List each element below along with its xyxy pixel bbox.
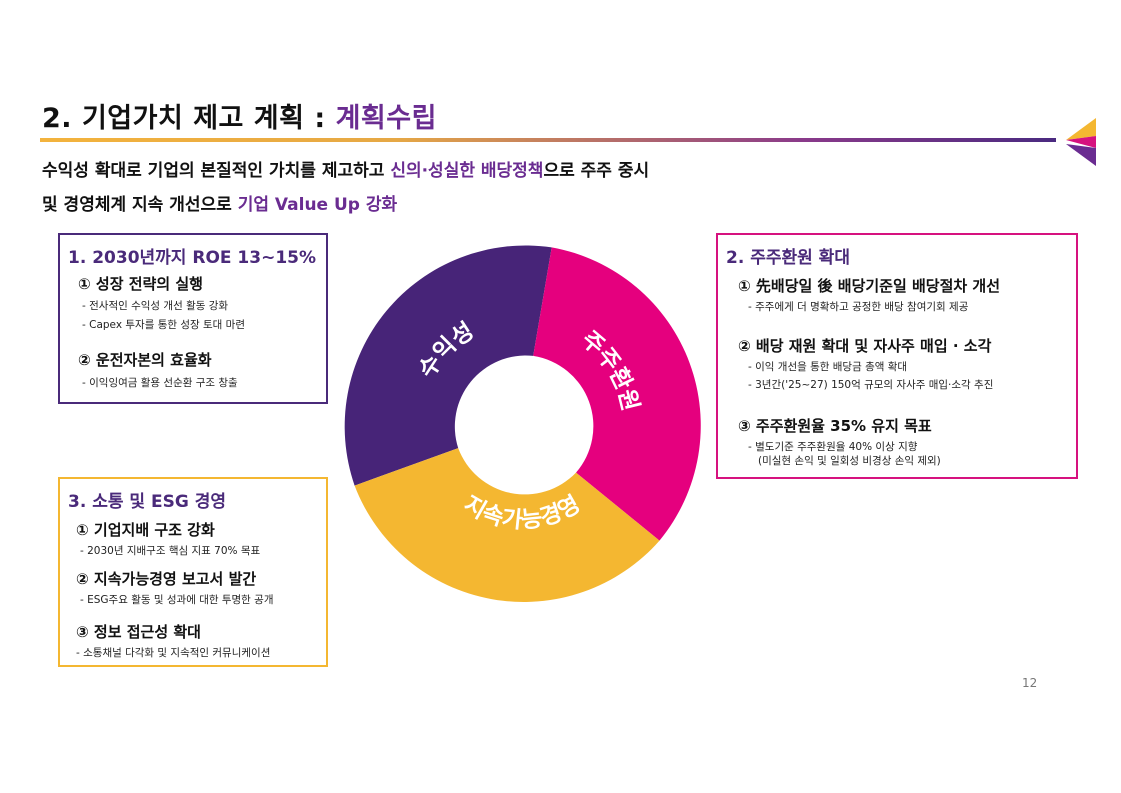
item-desc: - 이익잉여금 활용 선순환 구조 창출 — [82, 377, 238, 389]
item-desc: - 별도기준 주주환원율 40% 이상 지향 — [748, 441, 918, 453]
subtitle-highlight: 기업 Value Up 강화 — [237, 195, 398, 215]
item-title: ② 지속가능경영 보고서 발간 — [76, 570, 257, 588]
panel-heading: 1. 2030년까지 ROE 13~15% — [68, 248, 317, 268]
item-desc: (미실현 손익 및 일회성 비경상 손익 제외) — [758, 455, 941, 467]
donut-segment-profit — [344, 245, 552, 486]
item-desc: - 전사적인 수익성 개선 활동 강화 — [82, 300, 229, 312]
subtitle-line-1: 수익성 확대로 기업의 본질적인 가치를 제고하고 신의·성실한 배당정책으로 … — [42, 156, 649, 181]
item-desc: - Capex 투자를 통한 성장 토대 마련 — [82, 319, 245, 331]
item-desc: - 2030년 지배구조 핵심 지표 70% 목표 — [80, 545, 261, 557]
donut-segment-sustain — [354, 448, 660, 602]
item-title: ① 성장 전략의 실행 — [78, 275, 203, 293]
page-number: 12 — [1022, 676, 1038, 690]
subtitle-text: 수익성 확대로 기업의 본질적인 가치를 제고하고 — [42, 161, 391, 181]
page-title-main: 2. 기업가치 제고 계획 : — [42, 103, 336, 134]
item-title: ① 先배당일 後 배당기준일 배당절차 개선 — [738, 277, 1001, 295]
strategy-donut: 수익성 주주환원 지속가능경영 — [344, 245, 701, 602]
item-desc: - 소통채널 다각화 및 지속적인 커뮤니케이션 — [76, 647, 271, 659]
subtitle-text: 및 경영체계 지속 개선으로 — [42, 195, 238, 215]
item-title: ③ 정보 접근성 확대 — [76, 623, 201, 641]
roe-panel: 1. 2030년까지 ROE 13~15% ① 성장 전략의 실행 - 전사적인… — [58, 233, 328, 404]
item-title: ③ 주주환원율 35% 유지 목표 — [738, 417, 932, 435]
panel-heading: 2. 주주환원 확대 — [726, 248, 850, 268]
item-title: ② 운전자본의 효율화 — [78, 351, 212, 369]
item-desc: - 이익 개선을 통한 배당금 총액 확대 — [748, 361, 908, 373]
item-desc: - 주주에게 더 명확하고 공정한 배당 참여기회 제공 — [748, 301, 969, 313]
brand-logo-icon — [1066, 118, 1096, 166]
item-desc: - 3년간('25~27) 150억 규모의 자사주 매입·소각 추진 — [748, 379, 994, 391]
subtitle-highlight: 신의·성실한 배당정책 — [390, 161, 544, 181]
page-title-accent: 계획수립 — [335, 103, 437, 134]
title-divider — [40, 138, 1056, 142]
panel-heading: 3. 소통 및 ESG 경영 — [68, 492, 226, 512]
item-title: ② 배당 재원 확대 및 자사주 매입 · 소각 — [738, 337, 992, 355]
shareholder-return-panel: 2. 주주환원 확대 ① 先배당일 後 배당기준일 배당절차 개선 - 주주에게… — [716, 233, 1078, 479]
subtitle-line-2: 및 경영체계 지속 개선으로 기업 Value Up 강화 — [42, 190, 397, 215]
item-desc: - ESG주요 활동 및 성과에 대한 투명한 공개 — [80, 594, 274, 606]
subtitle-text: 으로 주주 중시 — [543, 161, 650, 181]
item-title: ① 기업지배 구조 강화 — [76, 521, 215, 539]
esg-panel: 3. 소통 및 ESG 경영 ① 기업지배 구조 강화 - 2030년 지배구조… — [58, 477, 328, 667]
donut-segment-return — [533, 247, 701, 541]
page-title: 2. 기업가치 제고 계획 : 계획수립 — [42, 96, 437, 135]
